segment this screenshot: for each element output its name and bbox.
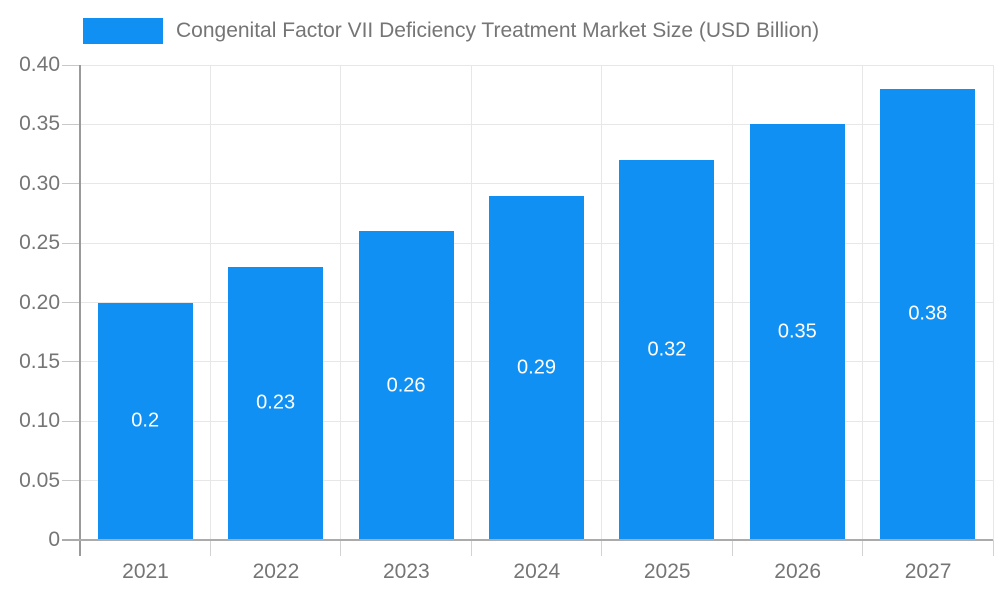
- bar-value-label: 0.38: [908, 302, 948, 325]
- x-axis-label: 2021: [122, 560, 169, 583]
- y-axis-tick-label: 0.20: [19, 290, 60, 314]
- x-axis-label: 2024: [513, 560, 561, 583]
- bar-value-label: 0.29: [517, 356, 556, 379]
- x-axis-line: [62, 539, 993, 541]
- y-axis-tick: [62, 183, 80, 185]
- bar[interactable]: 0.2: [97, 302, 193, 540]
- x-axis-label: 2026: [774, 560, 821, 583]
- y-axis-tick-label: 0.35: [19, 112, 60, 136]
- bar[interactable]: 0.35: [749, 124, 845, 540]
- x-axis-tick: [601, 540, 603, 556]
- gridline-horizontal: [80, 64, 993, 66]
- y-axis-tick: [62, 420, 80, 422]
- x-axis-tick: [992, 540, 994, 556]
- y-axis-tick-label: 0.25: [19, 231, 60, 255]
- plot-area: 0.2 0.23 0.26 0.29 0.32 0.35 0.38: [80, 64, 994, 540]
- x-axis-label: 2023: [382, 560, 430, 583]
- y-axis-tick-label: 0.10: [19, 409, 60, 433]
- y-axis-tick-label: 0.05: [19, 468, 60, 492]
- chart-title: Congenital Factor VII Deficiency Treatme…: [176, 19, 820, 42]
- bar-value-label: 0.26: [386, 374, 426, 397]
- gridline-vertical: [992, 65, 994, 540]
- bar-value-label: 0.35: [777, 320, 817, 343]
- x-axis-tick: [862, 540, 864, 556]
- x-axis-label: 2027: [904, 560, 952, 583]
- y-axis-tick-label: 0: [48, 528, 60, 551]
- x-axis-tick: [340, 540, 342, 556]
- y-axis-tick: [62, 123, 80, 125]
- y-axis-line: [79, 65, 81, 556]
- bar-value-label: 0.32: [647, 338, 687, 361]
- y-axis-tick-label: 0.40: [19, 53, 60, 76]
- gridline-vertical: [209, 65, 211, 540]
- gridline-vertical: [731, 65, 733, 540]
- y-axis-tick: [62, 242, 80, 244]
- bar[interactable]: 0.32: [619, 160, 715, 540]
- bar[interactable]: 0.38: [880, 88, 976, 540]
- bar[interactable]: 0.26: [358, 231, 454, 540]
- y-axis-tick: [62, 361, 80, 363]
- bar[interactable]: 0.23: [228, 266, 324, 540]
- gridline-horizontal: [80, 183, 993, 185]
- gridline-horizontal: [80, 123, 993, 125]
- y-axis-tick-label: 0.30: [19, 171, 60, 195]
- y-axis-tick: [62, 302, 80, 303]
- gridline-vertical: [862, 65, 864, 540]
- gridline-vertical: [340, 65, 342, 540]
- gridline-vertical: [601, 65, 603, 540]
- gridline-vertical: [470, 65, 472, 540]
- x-axis-label: 2022: [252, 560, 300, 583]
- x-axis-tick: [209, 540, 211, 556]
- x-axis-tick: [731, 540, 733, 556]
- bar-value-label: 0.23: [256, 391, 296, 414]
- x-axis-tick: [470, 540, 472, 556]
- y-axis-tick: [62, 64, 80, 66]
- y-axis-tick: [62, 480, 80, 482]
- legend-swatch[interactable]: [83, 18, 163, 44]
- bar-value-label: 0.2: [131, 409, 160, 432]
- legend[interactable]: Congenital Factor VII Deficiency Treatme…: [83, 14, 819, 48]
- bar[interactable]: 0.29: [489, 195, 584, 540]
- x-axis-label: 2025: [643, 560, 691, 583]
- y-axis-tick-label: 0.15: [19, 349, 60, 373]
